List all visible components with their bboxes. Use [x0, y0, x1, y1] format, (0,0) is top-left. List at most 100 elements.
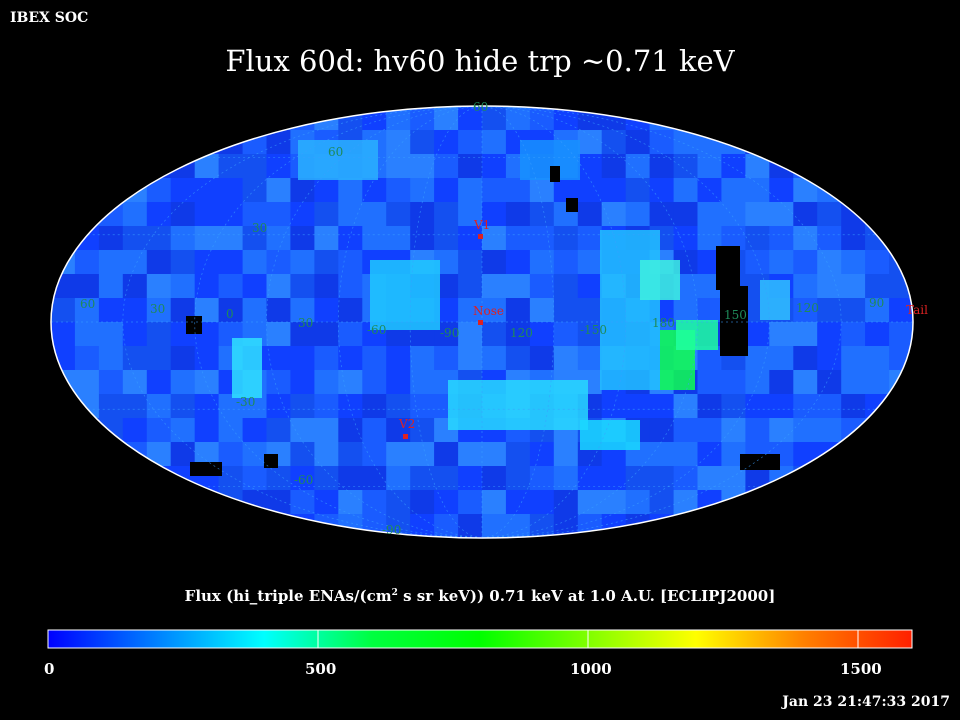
flux-tile	[529, 490, 555, 515]
flux-tile	[458, 490, 483, 515]
flux-tile	[194, 394, 220, 419]
flux-tile	[98, 250, 124, 275]
flux-tile	[122, 394, 148, 419]
flux-tile	[889, 178, 913, 203]
flux-tile	[577, 250, 603, 275]
flux-tile	[769, 106, 794, 131]
lon-label: 0	[226, 307, 234, 321]
flux-tile	[146, 370, 172, 395]
flux-tile	[697, 202, 722, 227]
lat-label: -60	[294, 473, 313, 487]
flux-tile	[122, 442, 148, 467]
flux-tile	[98, 154, 124, 179]
flux-tile	[266, 274, 291, 299]
flux-tile	[314, 346, 339, 371]
flux-tile	[793, 442, 818, 467]
flux-tile	[649, 394, 675, 419]
flux-tile	[577, 298, 603, 323]
flux-tile	[625, 178, 651, 203]
v1-label: V1	[473, 218, 490, 232]
flux-tile	[817, 274, 842, 299]
flux-tile	[122, 322, 148, 347]
flux-tile	[529, 442, 555, 467]
flux-tile	[242, 226, 268, 251]
flux-tile	[529, 250, 555, 275]
no-data-cell	[740, 454, 780, 470]
flux-tile	[410, 418, 435, 443]
flux-tile	[362, 418, 387, 443]
flux-tile	[553, 250, 579, 275]
flux-tile	[146, 418, 172, 443]
flux-tile	[386, 346, 411, 371]
flux-tile	[218, 250, 244, 275]
flux-tile	[98, 130, 124, 155]
flux-tile	[482, 130, 507, 155]
meridian-line	[481, 106, 770, 538]
flux-tile	[673, 418, 699, 443]
flux-tile	[458, 106, 483, 131]
flux-tile	[625, 130, 651, 155]
flux-tile	[793, 346, 818, 371]
flux-tile	[841, 130, 866, 155]
flux-tile	[889, 202, 913, 227]
flux-tile	[194, 250, 220, 275]
flux-tile	[410, 394, 435, 419]
flux-tile	[314, 178, 339, 203]
flux-tile	[74, 178, 100, 203]
colorbar-tick-label: 1500	[840, 660, 882, 678]
flux-tile	[673, 202, 699, 227]
flux-tile	[793, 298, 818, 323]
flux-region	[232, 338, 262, 398]
flux-tile	[649, 130, 675, 155]
flux-tile	[194, 130, 220, 155]
flux-tile	[314, 418, 339, 443]
flux-tile	[841, 466, 866, 491]
flux-tile	[841, 442, 866, 467]
flux-tile	[146, 202, 172, 227]
flux-tile	[769, 226, 794, 251]
flux-tile	[865, 466, 890, 491]
flux-tile	[793, 226, 818, 251]
flux-tile	[98, 226, 124, 251]
flux-tile	[697, 106, 722, 131]
flux-tile	[817, 178, 842, 203]
flux-tile	[74, 130, 100, 155]
flux-tile	[146, 322, 172, 347]
flux-tile	[841, 346, 866, 371]
flux-tile	[146, 226, 172, 251]
flux-tile	[74, 106, 100, 131]
flux-tile	[769, 130, 794, 155]
flux-tile	[721, 394, 746, 419]
flux-tile	[74, 490, 100, 515]
flux-tile	[266, 154, 291, 179]
flux-tile	[218, 154, 244, 179]
flux-tile	[841, 394, 866, 419]
flux-tile	[434, 490, 459, 515]
flux-tile	[482, 442, 507, 467]
flux-tile	[577, 514, 603, 538]
flux-tile	[98, 370, 124, 395]
flux-tile	[51, 490, 76, 515]
flux-tile	[314, 442, 339, 467]
flux-tile	[362, 202, 387, 227]
flux-tile	[74, 418, 100, 443]
flux-tile	[673, 394, 699, 419]
flux-tile	[482, 514, 507, 538]
flux-tile	[505, 178, 531, 203]
flux-tile	[505, 274, 531, 299]
flux-tile	[601, 394, 627, 419]
flux-tile	[386, 394, 411, 419]
flux-tile	[769, 250, 794, 275]
flux-tile	[194, 106, 220, 131]
flux-tile	[122, 202, 148, 227]
flux-tile	[122, 130, 148, 155]
flux-tile	[553, 442, 579, 467]
flux-tile	[649, 490, 675, 515]
flux-tile	[697, 418, 722, 443]
flux-tile	[817, 106, 842, 131]
flux-tile	[170, 346, 196, 371]
flux-tile	[170, 514, 196, 538]
flux-tile	[74, 346, 100, 371]
flux-region	[370, 260, 440, 330]
